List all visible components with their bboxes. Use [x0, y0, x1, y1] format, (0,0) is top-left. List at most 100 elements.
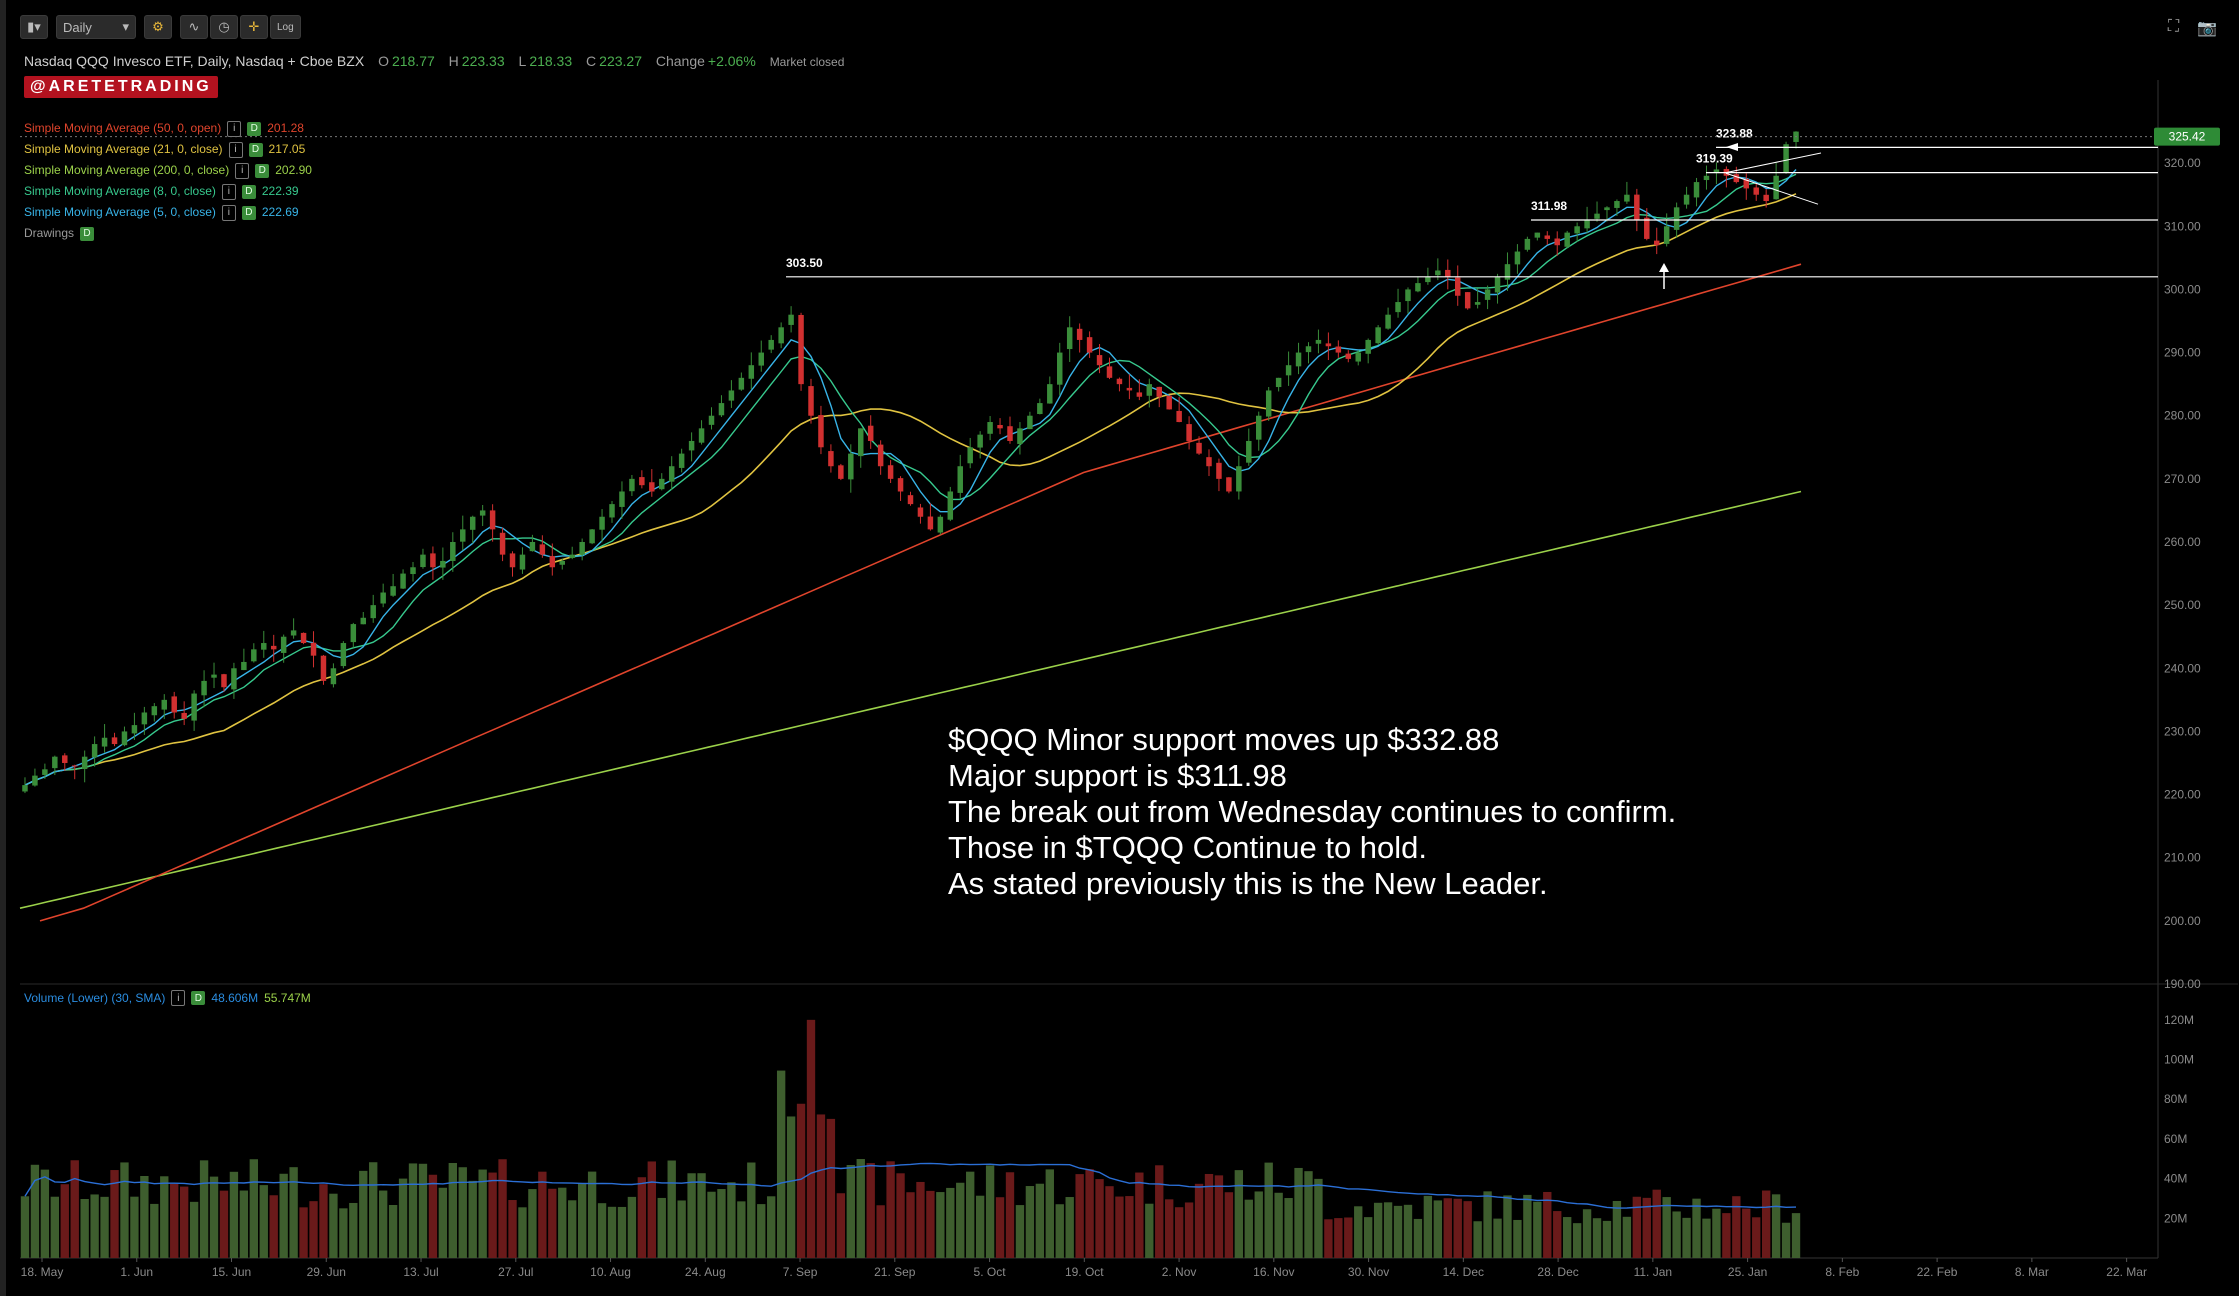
crosshair-icon[interactable]: ✛: [240, 15, 268, 39]
open-value: 218.77: [391, 53, 435, 69]
info-icon[interactable]: i: [228, 141, 243, 158]
candle-body: [1017, 428, 1023, 444]
candle-body: [460, 529, 466, 542]
candle-body: [62, 755, 68, 763]
candle-body: [360, 617, 367, 625]
volume-bar: [408, 1163, 418, 1258]
volume-bar: [1005, 1172, 1015, 1258]
volume-bar: [329, 1193, 338, 1258]
log-toggle[interactable]: Log: [270, 15, 301, 39]
info-icon[interactable]: i: [235, 162, 250, 179]
change-value: +2.06%: [707, 53, 756, 69]
study-badge[interactable]: D: [248, 142, 263, 157]
study-badge[interactable]: D: [247, 121, 262, 136]
fullscreen-icon[interactable]: ⛶: [2167, 18, 2180, 35]
candle-body: [1574, 226, 1580, 234]
study-badge[interactable]: D: [241, 205, 256, 220]
candle-body: [32, 775, 38, 786]
volume-bar: [179, 1186, 189, 1258]
volume-bar: [946, 1187, 955, 1258]
candle-body: [1047, 384, 1053, 404]
volume-bar: [1732, 1196, 1741, 1258]
candle-body: [997, 425, 1003, 429]
clock-icon[interactable]: ◷: [210, 15, 238, 39]
volume-bar: [349, 1202, 358, 1258]
info-icon[interactable]: i: [227, 120, 242, 137]
volume-bar: [1035, 1183, 1045, 1258]
volume-bar: [896, 1173, 905, 1258]
candle-body: [549, 556, 556, 568]
price-tick-label: 290.00: [2164, 346, 2201, 360]
study-badge[interactable]: D: [241, 184, 256, 199]
symbol-header: Nasdaq QQQ Invesco ETF, Daily, Nasdaq + …: [24, 53, 844, 69]
candle-body: [907, 495, 914, 505]
volume-bar: [20, 1196, 30, 1258]
trend-line: [1725, 152, 1822, 174]
volume-bar: [1592, 1218, 1602, 1258]
volume-bar: [1791, 1213, 1801, 1258]
study-item[interactable]: Simple Moving Average (50, 0, open) i D 201…: [24, 118, 312, 139]
price-chart[interactable]: 190.00 200.00 210.00 220.00 230.00 240.00 250.…: [6, 0, 2239, 1296]
volume-bar: [1642, 1197, 1651, 1258]
volume-bar: [1503, 1195, 1512, 1258]
volume-bar: [856, 1159, 865, 1258]
volume-bar: [747, 1162, 756, 1258]
candle-body: [1673, 207, 1680, 230]
info-icon[interactable]: i: [221, 183, 236, 200]
time-tick-label: 19. Oct: [1065, 1265, 1104, 1279]
volume-bar: [1264, 1162, 1273, 1258]
volume-bar: [369, 1162, 378, 1258]
drawings-item[interactable]: Drawings D: [24, 223, 312, 244]
annotation-line: The break out from Wednesday continues t…: [948, 794, 1677, 829]
candle-body: [887, 465, 894, 479]
study-item[interactable]: Simple Moving Average (21, 0, close) i D 21…: [24, 139, 312, 160]
volume-bar: [299, 1207, 308, 1258]
volume-bar: [1413, 1218, 1423, 1258]
volume-bar: [985, 1165, 995, 1258]
candle-body: [1265, 390, 1272, 417]
study-item[interactable]: Simple Moving Average (200, 0, close) i D 2…: [24, 160, 312, 181]
volume-bar: [140, 1175, 149, 1258]
volume-bar: [697, 1173, 706, 1258]
study-badge[interactable]: D: [255, 163, 270, 178]
volume-bar: [438, 1187, 448, 1258]
volume-bar: [269, 1195, 278, 1258]
drawing-icon[interactable]: ∿: [180, 15, 208, 39]
price-tick-label: 270.00: [2164, 472, 2201, 486]
candle-body: [897, 478, 904, 492]
interval-select[interactable]: Daily ▾: [56, 15, 136, 39]
candle-body: [320, 655, 327, 681]
candle-body: [420, 554, 426, 568]
volume-bar: [229, 1171, 239, 1258]
candle-body: [798, 314, 804, 385]
time-tick-label: 14. Dec: [1443, 1265, 1484, 1279]
volume-bar: [1702, 1218, 1711, 1258]
study-badge[interactable]: D: [80, 226, 95, 241]
study-item[interactable]: Simple Moving Average (5, 0, close) i D 222…: [24, 202, 312, 223]
volume-bar: [1045, 1169, 1054, 1258]
candle-body: [231, 668, 237, 690]
candle-body: [629, 478, 635, 492]
candles-icon[interactable]: ▮▾: [20, 15, 48, 39]
volume-bar: [926, 1190, 935, 1258]
candle-body: [330, 668, 337, 685]
study-item[interactable]: Simple Moving Average (8, 0, close) i D 222…: [24, 181, 312, 202]
candle-body: [818, 415, 824, 448]
gear-icon[interactable]: ⚙: [144, 15, 172, 39]
window-controls: ⛶ 📷: [2168, 18, 2217, 38]
info-icon[interactable]: i: [221, 204, 236, 221]
candle-body: [121, 731, 128, 746]
study-badge[interactable]: D: [191, 991, 206, 1005]
volume-tick-label: 20M: [2164, 1211, 2187, 1225]
sma200-line: [19, 490, 1802, 909]
volume-bar: [1155, 1165, 1164, 1258]
volume-bar: [1135, 1172, 1144, 1258]
volume-bar: [767, 1196, 776, 1258]
volume-bar: [1712, 1208, 1721, 1258]
candle-body: [1345, 353, 1352, 359]
volume-bar: [289, 1167, 298, 1258]
last-price-tag: [2154, 127, 2220, 146]
info-icon[interactable]: i: [171, 990, 186, 1006]
candle-body: [1057, 352, 1063, 385]
camera-icon[interactable]: 📷: [2197, 20, 2217, 37]
